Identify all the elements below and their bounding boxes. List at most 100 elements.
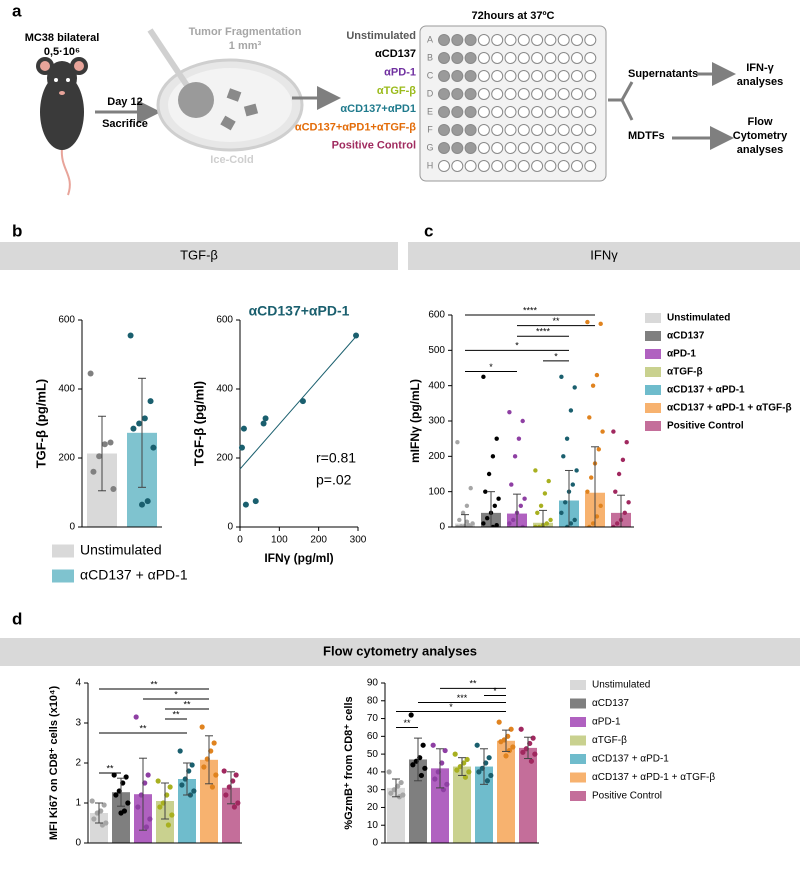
plate-well — [491, 106, 504, 118]
data-point — [572, 385, 577, 390]
plate-well — [544, 142, 557, 154]
dish-icon — [147, 28, 304, 152]
legend-swatch — [570, 772, 586, 783]
plate-well — [477, 52, 490, 64]
data-point — [101, 441, 108, 448]
data-point — [516, 436, 522, 441]
plate-well — [504, 160, 517, 172]
data-point — [559, 510, 564, 516]
data-point — [238, 444, 245, 451]
data-point — [388, 790, 394, 796]
data-point — [141, 415, 148, 422]
data-point — [157, 804, 163, 810]
significance-label: *** — [457, 693, 468, 703]
data-point — [398, 779, 404, 786]
data-point — [165, 822, 172, 828]
y-tick-label: 40 — [367, 767, 379, 778]
data-point — [127, 332, 134, 339]
y-tick-label: 10 — [367, 820, 379, 831]
y-tick-label: 0 — [439, 522, 445, 533]
plate-well — [464, 88, 477, 100]
plate-well — [451, 142, 464, 154]
data-point — [511, 517, 516, 523]
plate-well — [557, 106, 570, 118]
data-point — [570, 482, 575, 487]
data-point — [468, 485, 473, 491]
data-point — [520, 749, 526, 755]
legend-swatch — [645, 403, 661, 413]
plate-well — [557, 160, 570, 172]
data-point — [91, 816, 97, 822]
mouse-label: 0,5·10⁶ — [44, 46, 80, 58]
legend-swatch — [570, 717, 586, 727]
panel-label: d — [12, 609, 22, 628]
data-point — [430, 742, 436, 748]
legend-label: αTGF-β — [667, 367, 703, 378]
arrow — [620, 81, 634, 101]
data-point — [454, 767, 460, 773]
data-point — [611, 524, 616, 527]
plot-area — [455, 319, 631, 527]
y-tick-label: 0 — [227, 522, 233, 533]
condition-label: Unstimulated — [346, 30, 416, 42]
plate-well — [451, 160, 464, 172]
bar — [112, 792, 130, 843]
plate-well — [557, 142, 570, 154]
data-point — [233, 772, 239, 778]
y-tick-label: 4 — [75, 678, 81, 689]
data-point — [568, 521, 574, 526]
legend-swatch — [645, 313, 661, 323]
data-point — [177, 748, 183, 754]
data-point — [464, 519, 470, 524]
plate-well — [531, 52, 544, 64]
data-point — [510, 744, 516, 750]
significance-label: * — [515, 341, 519, 351]
plate-row-label: E — [427, 106, 433, 116]
plate-title: 72hours at 37ºC — [472, 10, 555, 22]
plate-well — [571, 34, 583, 46]
y-tick-label: 0 — [69, 522, 75, 533]
data-point — [420, 742, 426, 748]
output-target: Flow — [747, 116, 772, 128]
plate-well — [544, 34, 557, 46]
plate-well — [451, 124, 464, 136]
data-point — [460, 510, 466, 516]
x-tick-label: 200 — [310, 535, 327, 546]
output-target: IFN-γ — [746, 62, 774, 74]
data-point — [455, 524, 460, 527]
legend-swatch — [52, 544, 74, 558]
data-point — [147, 398, 154, 405]
plate-well — [571, 142, 583, 154]
plate-row-label: D — [427, 88, 434, 98]
data-point — [490, 524, 496, 527]
data-point — [508, 726, 514, 732]
y-tick-label: 200 — [58, 453, 75, 464]
data-point — [136, 420, 143, 427]
y-axis-label: mIFNγ (pg/mL) — [408, 379, 422, 463]
plate-well — [544, 160, 557, 172]
plate — [419, 25, 607, 182]
legend-label: αCD137 — [592, 698, 629, 709]
data-point — [201, 764, 207, 770]
data-point — [113, 792, 119, 798]
section-header — [0, 242, 398, 270]
plate-well — [517, 70, 530, 82]
plate-well — [584, 34, 597, 46]
data-point — [496, 496, 501, 501]
plate-well — [571, 52, 583, 64]
plate-well — [438, 34, 450, 46]
data-point — [538, 503, 544, 508]
output-target: Cytometry — [733, 130, 788, 142]
data-point — [353, 332, 360, 339]
plate-well — [517, 106, 530, 118]
data-point — [507, 521, 512, 526]
plate-well — [544, 106, 557, 118]
data-point — [231, 804, 238, 810]
data-point — [459, 524, 464, 527]
output-source: Supernatants — [628, 68, 698, 80]
plate-well — [464, 106, 477, 118]
data-point — [242, 501, 249, 508]
plate-well — [531, 106, 544, 118]
bar — [475, 766, 493, 843]
plate-well — [491, 52, 504, 64]
